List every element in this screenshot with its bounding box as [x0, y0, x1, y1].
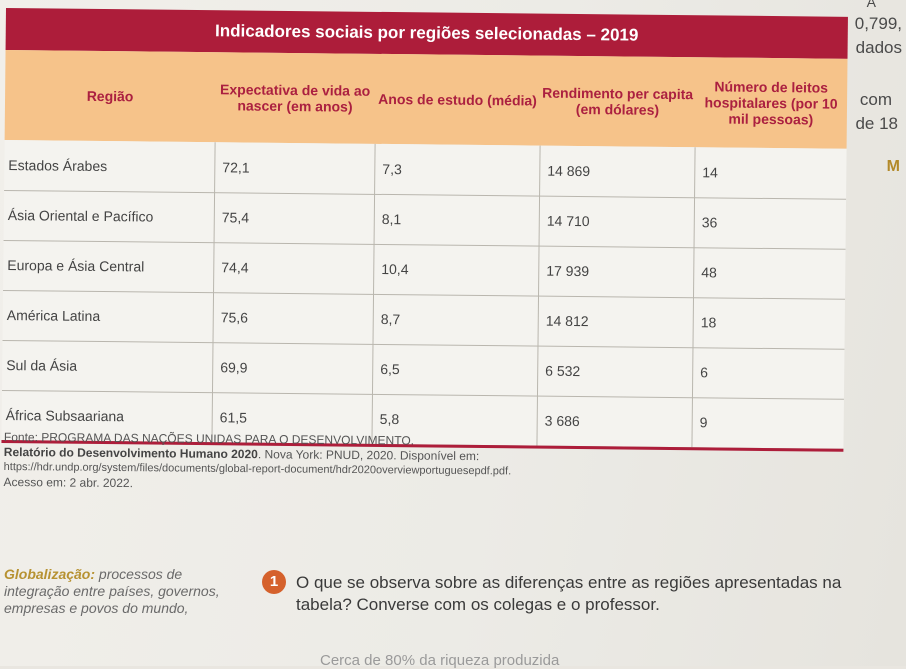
cell-region: Sul da Ásia: [6, 357, 78, 374]
cell-beds: 36: [701, 214, 718, 231]
bottom-fragment-text: Cerca de 80% da riqueza produzida: [320, 652, 560, 669]
cell-income: 14 869: [547, 162, 591, 180]
cell-region: Estados Árabes: [8, 157, 108, 175]
question-text: O que se observa sobre as diferenças ent…: [296, 573, 842, 614]
cell-income: 17 939: [546, 262, 590, 280]
cell-beds: 48: [701, 264, 717, 281]
cell-beds: 6: [700, 364, 709, 381]
table-body: Estados Árabes 72,1 7,3 14 869 14 Ásia Orient…: [1, 139, 847, 450]
glossary-term: Globalização:: [4, 566, 96, 582]
margin-text-2: dados: [855, 38, 902, 57]
margin-text-1: 0,799,: [854, 14, 902, 33]
header-region: Região: [86, 87, 134, 105]
indicators-table: Indicadores sociais por regiões selecion…: [1, 8, 848, 452]
question-number-badge: 1: [262, 570, 286, 594]
cell-school: 7,3: [382, 160, 402, 178]
header-life-expectancy: Expectativa de vida ao nascer (em anos): [219, 81, 371, 115]
source-publisher: . Nova York: PNUD, 2020. Disponível em:: [257, 447, 480, 464]
margin-text-3: com: [859, 90, 892, 109]
table-source: Fonte: PROGRAMA DAS NAÇÕES UNIDAS PARA O…: [3, 430, 823, 497]
header-schooling: Anos de estudo (média): [378, 90, 537, 109]
cell-income: 14 710: [546, 212, 590, 230]
cell-region: América Latina: [6, 307, 101, 325]
cell-school: 8,7: [380, 310, 401, 328]
cell-life: 69,9: [220, 359, 248, 376]
table-header-row: Região Expectativa de vida ao nascer (em…: [4, 49, 848, 149]
cell-life: 72,1: [222, 159, 250, 176]
cell-beds: 14: [702, 164, 718, 181]
cell-school: 8,1: [381, 210, 402, 228]
cell-school: 10,4: [381, 260, 409, 278]
cell-life: 75,4: [221, 209, 250, 226]
margin-text-5: M: [886, 158, 900, 175]
header-beds: Número de leitos hospitalares (por 10 mi…: [704, 78, 838, 128]
source-report-title: Relatório do Desenvolvimento Humano 2020: [3, 444, 258, 462]
cell-beds: 18: [700, 314, 717, 331]
cell-income: 6 532: [545, 362, 581, 380]
cell-life: 74,4: [221, 259, 249, 276]
cell-income: 14 812: [545, 312, 589, 330]
cell-life: 75,6: [220, 309, 249, 326]
cell-region: Europa e Ásia Central: [7, 257, 145, 275]
cell-school: 6,5: [380, 360, 400, 378]
header-income: Rendimento per capita (em dólares): [542, 84, 694, 118]
glossary-box: Globalização: processos de integração en…: [4, 566, 244, 617]
cell-region: Ásia Oriental e Pacífico: [7, 207, 154, 225]
glossary-definition: processos de integração entre países, go…: [4, 566, 220, 616]
margin-text-a: A: [866, 0, 876, 10]
margin-text-4: de 18: [855, 114, 898, 133]
